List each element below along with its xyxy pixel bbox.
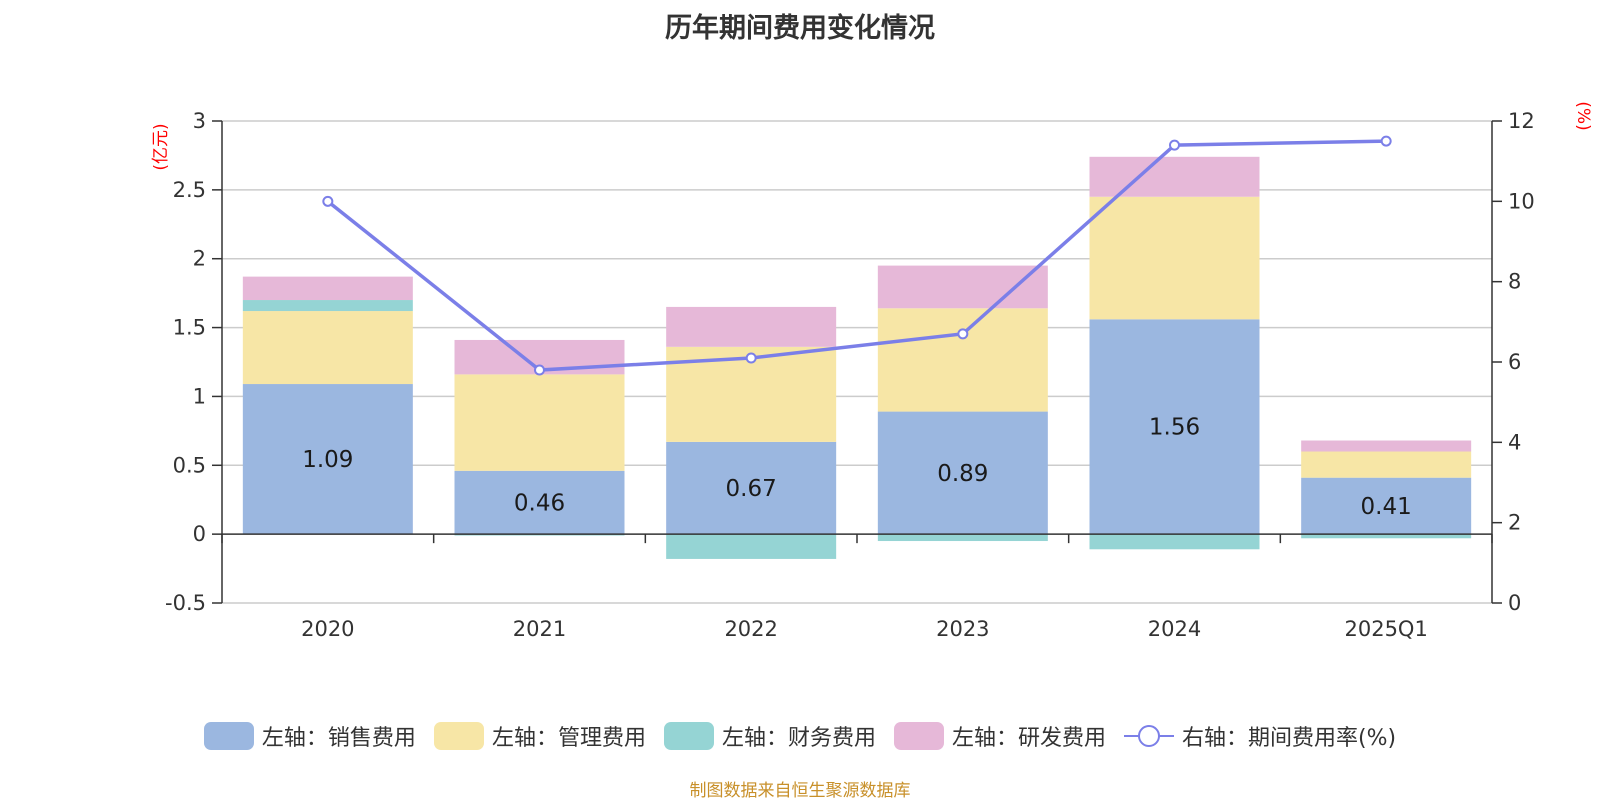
x-tick-label: 2022 [724,617,777,641]
bar-sales[interactable] [1301,477,1472,535]
bar-admin[interactable] [454,374,625,471]
right-tick-label: 8 [1508,270,1521,294]
right-tick-label: 0 [1508,591,1521,615]
bar-sales[interactable] [1089,319,1260,535]
chart-title: 历年期间费用变化情况 [665,13,935,44]
rate-line [326,139,1387,372]
rate-point[interactable] [745,352,757,364]
bar-rnd[interactable] [242,276,413,301]
bar-sales[interactable] [666,441,837,535]
legend-item-finance[interactable]: 左轴：财务费用 [663,720,876,752]
legend-item-rnd[interactable]: 左轴：研发费用 [893,720,1106,752]
legend-item-rate[interactable]: 右轴：期间费用率(%) [1123,720,1397,752]
left-axis-unit: (亿元) [151,123,171,170]
bar-admin[interactable] [242,311,413,385]
bar-finance[interactable] [242,300,413,312]
x-tick-label: 2021 [513,617,566,641]
left-tick-label: 3 [193,109,206,133]
legend-swatch-finance [663,722,714,750]
data-label: 0.89 [937,461,988,487]
rate-point[interactable] [1169,139,1180,151]
left-tick-label: 0.5 [173,453,206,477]
right-tick-label: 10 [1508,189,1535,213]
left-tick-label: -0.5 [165,591,206,615]
legend-swatch-sales [203,722,254,750]
x-tick-label: 2020 [301,617,354,641]
data-label: 0.67 [726,476,777,502]
rate-point[interactable] [957,328,969,340]
data-label: 0.46 [514,490,565,516]
data-label: 0.41 [1361,494,1412,520]
right-tick-label: 4 [1508,430,1521,454]
legend-swatch-admin [433,722,484,750]
x-tick-label: 2025Q1 [1344,617,1427,641]
legend: 左轴：销售费用 左轴：管理费用 左轴：财务费用 左轴：研发费用 右轴：期间费用率(%) [0,720,1600,752]
bar-sales[interactable] [877,411,1048,535]
bar-sales[interactable] [242,384,413,535]
right-tick-label: 12 [1508,109,1535,133]
legend-swatch-rnd [893,722,944,750]
bar-finance[interactable] [666,534,837,559]
left-tick-label: 0 [193,522,206,546]
right-axis-unit: (%) [1573,101,1593,130]
bar-rnd[interactable] [877,265,1048,309]
legend-label: 左轴：财务费用 [721,726,876,751]
bar-rnd[interactable] [1089,156,1260,197]
legend-item-admin[interactable]: 左轴：管理费用 [433,720,646,752]
legend-label: 右轴：期间费用率(%) [1181,726,1397,751]
rate-point[interactable] [534,364,545,376]
bar-admin[interactable] [877,308,1048,412]
legend-item-sales[interactable]: 左轴：销售费用 [203,720,416,752]
left-tick-label: 2 [193,247,206,271]
rate-point[interactable] [322,195,334,207]
bar-admin[interactable] [1089,196,1260,320]
left-tick-label: 2.5 [173,178,206,202]
bar-rnd[interactable] [666,306,837,347]
bar-finance[interactable] [1301,534,1472,539]
left-tick-label: 1.5 [173,316,206,340]
legend-marker-rate [1123,725,1174,747]
bar-finance[interactable] [877,534,1048,542]
legend-label: 左轴：销售费用 [261,726,416,751]
bar-finance[interactable] [1089,534,1260,550]
bar-sales[interactable] [454,470,625,535]
bar-admin[interactable] [1301,451,1472,478]
x-tick-label: 2023 [936,617,989,641]
legend-label: 左轴：研发费用 [951,726,1106,751]
source-note: 制图数据来自恒生聚源数据库 [689,781,911,801]
left-tick-label: 1 [193,384,206,408]
legend-label: 左轴：管理费用 [491,726,646,751]
right-tick-label: 6 [1508,350,1521,374]
rate-point[interactable] [1380,135,1392,147]
data-label: 1.56 [1149,415,1200,441]
x-tick-label: 2024 [1148,617,1201,641]
data-label: 1.09 [302,447,353,473]
bar-rnd[interactable] [1301,440,1472,452]
right-tick-label: 2 [1508,511,1521,535]
